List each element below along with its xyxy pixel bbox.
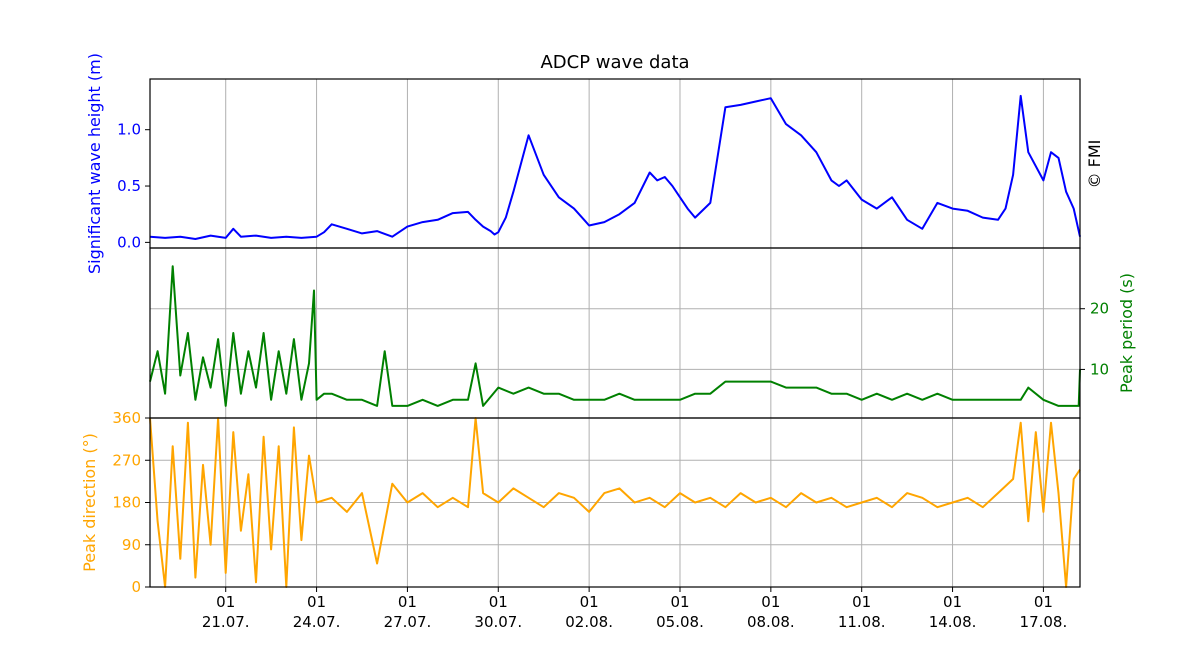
x-tick-date-label: 17.08. <box>1020 613 1068 631</box>
x-tick-day-label: 01 <box>307 593 326 611</box>
x-tick-day-label: 01 <box>670 593 689 611</box>
x-tick-day-label: 01 <box>1034 593 1053 611</box>
y-tick-label: 90 <box>122 536 141 554</box>
x-tick-date-label: 21.07. <box>202 613 250 631</box>
x-tick-day-label: 01 <box>580 593 599 611</box>
panel-frame <box>149 247 1081 419</box>
x-tick-date-label: 30.07. <box>474 613 522 631</box>
x-tick-date-label: 24.07. <box>293 613 341 631</box>
panel-3: 0 90 180 270 360 Peak direction (°) <box>80 409 1081 596</box>
y-tick-label: 180 <box>112 494 141 512</box>
x-tick-day-label: 01 <box>489 593 508 611</box>
panels-layer: 0.0 0.5 1.0 Significant wave height (m) 10 20… <box>80 53 1136 596</box>
y-tick-label: 0.5 <box>117 177 141 195</box>
x-tick-day-label: 01 <box>761 593 780 611</box>
y-axis-label: Peak direction (°) <box>80 433 99 572</box>
x-tick-date-label: 08.08. <box>747 613 795 631</box>
x-tick-day-label: 01 <box>852 593 871 611</box>
series-line-1 <box>149 94 1081 240</box>
x-axis-ticks: 01 21.07. 01 24.07. 01 27.07. 01 30.07. 01 02.08.… <box>202 587 1067 631</box>
x-tick-date-label: 02.08. <box>565 613 613 631</box>
y-tick-label: 0.0 <box>117 233 141 251</box>
y-tick-label: 10 <box>1090 360 1109 378</box>
y-axis-label: Significant wave height (m) <box>85 53 104 274</box>
series-line-2 <box>149 265 1081 407</box>
y-tick-label: 1.0 <box>117 121 141 139</box>
panel-2: 10 20 Peak period (s) <box>149 247 1136 419</box>
x-tick-day-label: 01 <box>398 593 417 611</box>
y-tick-label: 270 <box>112 451 141 469</box>
x-tick-day-label: 01 <box>216 593 235 611</box>
y-axis-label: Peak period (s) <box>1117 273 1136 393</box>
x-tick-date-label: 27.07. <box>384 613 432 631</box>
y-tick-label: 20 <box>1090 300 1109 318</box>
x-tick-date-label: 05.08. <box>656 613 704 631</box>
panel-frame <box>149 417 1081 588</box>
series-line-3 <box>149 417 1081 588</box>
x-tick-date-label: 14.08. <box>929 613 977 631</box>
x-tick-date-label: 11.08. <box>838 613 886 631</box>
chart-title: ADCP wave data <box>540 52 689 73</box>
y-tick-label: 360 <box>112 409 141 427</box>
y-tick-label: 0 <box>131 578 141 596</box>
panel-1: 0.0 0.5 1.0 Significant wave height (m) <box>85 53 1081 274</box>
credit-label: © FMI <box>1085 140 1104 189</box>
x-tick-day-label: 01 <box>943 593 962 611</box>
panel-frame <box>149 78 1081 249</box>
